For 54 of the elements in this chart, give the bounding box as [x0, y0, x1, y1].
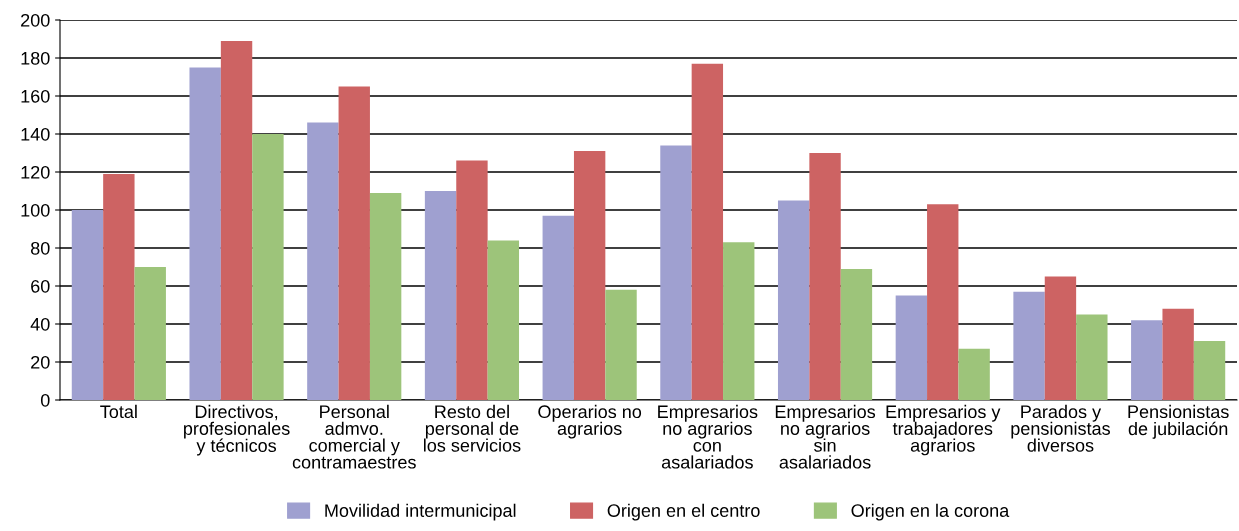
bar — [456, 160, 488, 400]
bar — [691, 63, 724, 400]
bar — [605, 289, 637, 400]
bar — [723, 242, 755, 400]
x-tick-label: Empresarios y trabajadores agrarios — [886, 404, 1001, 456]
bar — [809, 153, 841, 400]
y-tick-label: 80 — [30, 241, 50, 255]
y-tick-label: 20 — [31, 355, 50, 369]
bar — [840, 268, 873, 400]
bar — [338, 86, 370, 400]
bar — [487, 240, 520, 400]
x-tick-label: Pensionistas de jubilación — [1128, 404, 1229, 439]
bar — [1193, 341, 1226, 400]
bar — [1162, 308, 1194, 400]
bar — [103, 173, 135, 400]
y-tick-label: 0 — [40, 393, 50, 407]
bar — [220, 40, 253, 400]
bar — [660, 145, 692, 400]
x-tick-label: Empresarios no agrarios sin asalariados — [775, 404, 876, 469]
bar — [927, 204, 959, 400]
bar — [189, 67, 221, 400]
bar — [369, 192, 402, 400]
x-tick-label: Total — [100, 404, 137, 419]
x-tick-label: Empresarios no agrarios con asalariados — [658, 404, 758, 469]
legend-label: Movilidad intermunicipal — [325, 503, 516, 521]
x-tick-label: Resto del personal de los servicios — [424, 404, 521, 452]
bar — [895, 295, 928, 400]
x-tick-label: Parados y pensionistas diversos — [1011, 404, 1110, 452]
y-tick-label: 40 — [30, 317, 50, 331]
y-tick-label: 100 — [21, 203, 50, 217]
x-tick-label: Operarios no agrarios — [538, 404, 642, 439]
bar — [424, 191, 457, 400]
y-tick-label: 160 — [21, 89, 50, 103]
bar — [307, 122, 339, 400]
bar — [252, 134, 284, 400]
bar — [958, 348, 990, 400]
y-tick-label: 120 — [21, 165, 50, 179]
y-tick-label: 140 — [21, 127, 50, 141]
bar — [777, 200, 810, 400]
bar — [573, 151, 606, 400]
bar — [71, 210, 104, 400]
bar — [542, 215, 574, 400]
x-tick-label: Personal admvo. comercial y contramaestres — [292, 404, 416, 469]
bar — [1076, 314, 1108, 400]
bar — [1044, 276, 1077, 400]
legend-label: Origen en la corona — [851, 503, 1010, 521]
y-tick-label: 200 — [21, 13, 50, 27]
bar — [1131, 320, 1163, 400]
bar — [134, 267, 166, 400]
bar — [1013, 291, 1045, 400]
legend-label: Origen en el centro — [607, 503, 760, 521]
y-tick-label: 60 — [31, 279, 50, 293]
x-tick-label: Directivos, profesionales y técnicos — [184, 404, 290, 456]
y-tick-label: 180 — [21, 51, 50, 65]
